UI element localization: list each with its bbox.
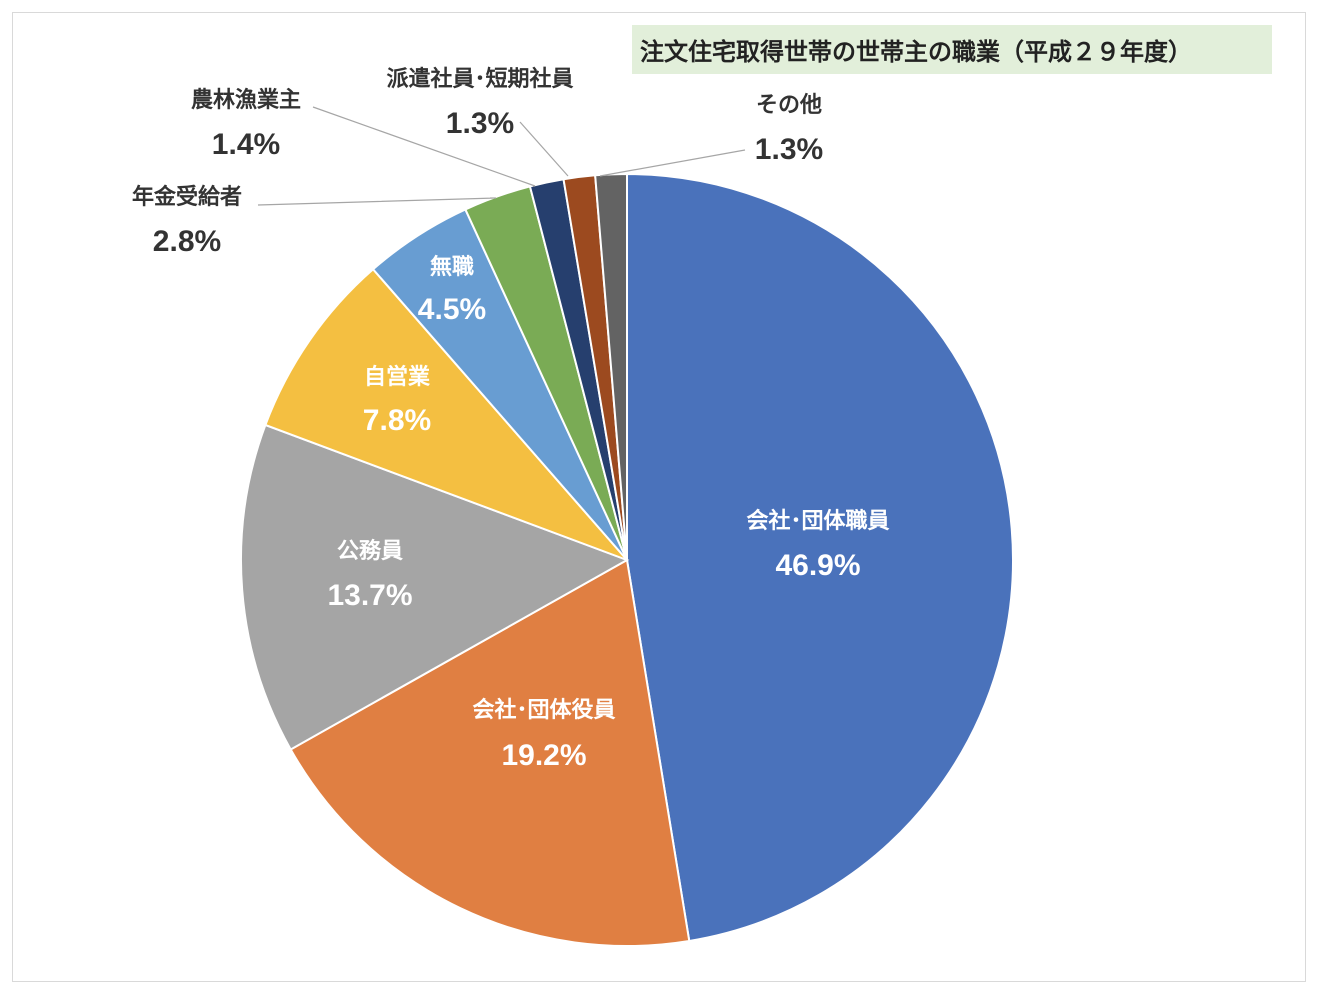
pie-slice (289, 558, 691, 947)
pie-slice (626, 172, 1014, 943)
slice-label: その他 (756, 93, 822, 118)
pie-slice (264, 267, 628, 561)
slice-label: 農林漁業主 (191, 87, 301, 113)
slice-label: 公務員 (337, 538, 403, 564)
slice-value-label: 4.5% (418, 293, 486, 326)
slice-value-label: 1.3% (755, 133, 823, 166)
slice-label: 会社･団体職員 (746, 508, 889, 534)
slice-value-label: 19.2% (501, 739, 586, 772)
slice-value-label: 13.7% (327, 579, 412, 612)
chart-title-box: 注文住宅取得世帯の世帯主の職業（平成２９年度） (632, 25, 1272, 74)
slice-value-label: 1.4% (212, 128, 280, 161)
slice-value-label: 1.3% (446, 107, 514, 140)
pie-slice (240, 423, 630, 751)
chart-title: 注文住宅取得世帯の世帯主の職業（平成２９年度） (640, 38, 1192, 66)
slice-label: 派遣社員･短期社員 (386, 66, 573, 92)
slice-label: 無職 (430, 254, 474, 280)
slice-label: 自営業 (364, 364, 431, 390)
leader-line (312, 106, 536, 187)
leader-line (519, 121, 569, 177)
pie-labels: 会社･団体職員 46.9% 会社･団体役員 19.2% 公務員 13.7% 自営業 7.8% 無… (132, 66, 890, 772)
slice-value-label: 2.8% (153, 225, 221, 258)
slice-label: 会社･団体役員 (472, 697, 615, 723)
leader-line (599, 149, 746, 177)
slice-value-label: 7.8% (363, 404, 431, 437)
slice-value-label: 46.9% (775, 549, 860, 582)
leader-line (257, 197, 497, 206)
pie-slices (240, 172, 1014, 947)
slice-label: 年金受給者 (132, 184, 242, 210)
